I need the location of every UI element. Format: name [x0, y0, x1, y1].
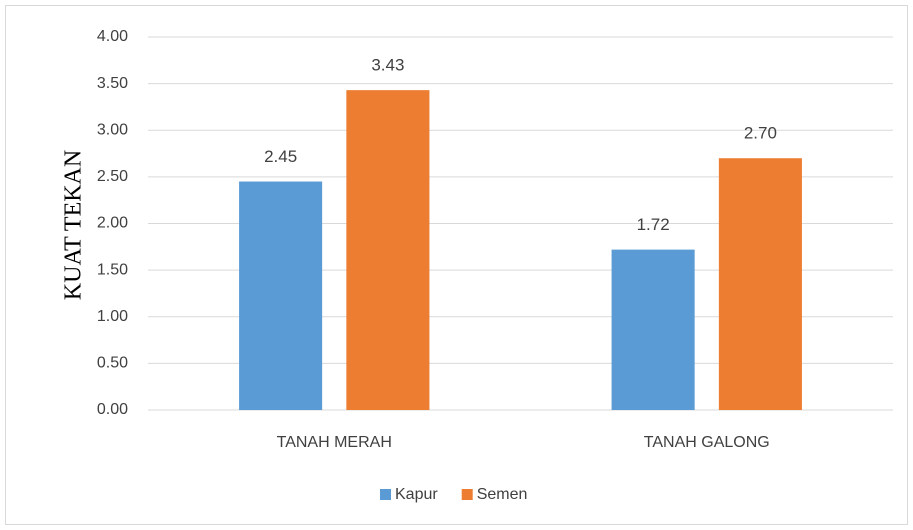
legend-swatch — [380, 489, 391, 500]
y-tick-label: 3.00 — [97, 121, 128, 138]
y-tick-label: 1.00 — [97, 308, 128, 325]
y-tick-label: 2.00 — [97, 215, 128, 232]
x-tick-label: TANAH MERAH — [277, 434, 392, 451]
data-label: 1.72 — [637, 215, 670, 234]
bar — [239, 181, 323, 410]
y-tick-label: 2.50 — [97, 168, 128, 185]
y-tick-label: 1.50 — [97, 261, 128, 278]
legend-label: Kapur — [395, 486, 438, 503]
y-tick-label: 0.50 — [97, 355, 128, 372]
legend-label: Semen — [477, 486, 528, 503]
y-tick-label: 3.50 — [97, 75, 128, 92]
bar — [611, 249, 695, 410]
y-tick-label: 0.00 — [97, 401, 128, 418]
y-axis-label: KUAT TEKAN — [61, 150, 87, 300]
data-label: 2.45 — [264, 147, 297, 166]
data-label: 2.70 — [744, 124, 777, 143]
legend-swatch — [461, 489, 473, 500]
y-tick-label: 4.00 — [97, 28, 128, 45]
bar — [346, 90, 430, 410]
bar — [718, 158, 802, 410]
data-label: 3.43 — [371, 56, 404, 75]
x-tick-label: TANAH GALONG — [644, 434, 770, 451]
